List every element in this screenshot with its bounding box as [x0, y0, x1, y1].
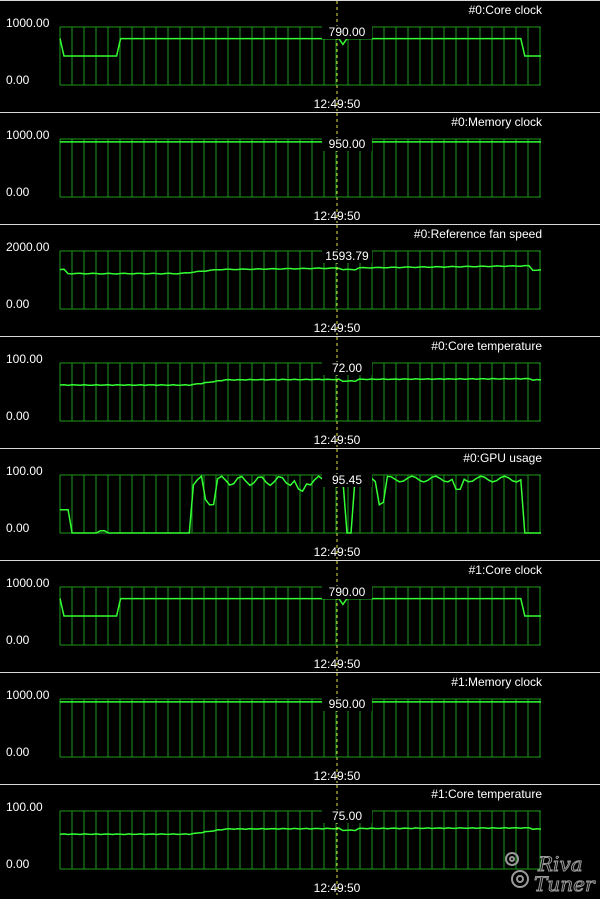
- graph-title: #0:Core temperature: [431, 339, 542, 353]
- svg-text:Riva: Riva: [537, 852, 583, 876]
- cursor-time: 12:49:50: [313, 209, 361, 223]
- cursor-value: 790.00: [322, 586, 372, 599]
- y-axis-min-label: 0.00: [6, 857, 30, 871]
- graph-plot: [59, 673, 541, 783]
- graph-panel[interactable]: #0:Memory clock 1000.00 0.00 950.00 12:49:50: [0, 112, 600, 223]
- graph-plot: [59, 113, 541, 223]
- graph-plot: [59, 561, 541, 671]
- y-axis-max-label: 2000.00: [6, 240, 50, 254]
- cursor-value: 950.00: [322, 698, 372, 711]
- y-axis-max-label: 100.00: [6, 464, 43, 478]
- graph-panel[interactable]: #1:Core clock 1000.00 0.00 790.00 12:49:50: [0, 560, 600, 671]
- graph-plot: [59, 1, 541, 111]
- y-axis-min-label: 0.00: [6, 521, 30, 535]
- graph-title: #0:Reference fan speed: [413, 227, 542, 241]
- cursor-time: 12:49:50: [313, 769, 361, 783]
- y-axis-max-label: 1000.00: [6, 128, 50, 142]
- cursor-time: 12:49:50: [313, 433, 361, 447]
- cursor-value: 75.00: [322, 810, 372, 823]
- graph-title: #0:Memory clock: [451, 115, 542, 129]
- y-axis-min-label: 0.00: [6, 73, 30, 87]
- graph-plot: [59, 785, 542, 895]
- graph-panel[interactable]: #1:Core temperature 100.00 0.00 75.00 12:49:…: [0, 784, 600, 895]
- cursor-value: 790.00: [322, 26, 372, 39]
- graph-panel[interactable]: #0:Core temperature 100.00 0.00 72.00 12:49:…: [0, 336, 600, 447]
- y-axis-max-label: 1000.00: [6, 688, 50, 702]
- cursor-time: 12:49:50: [313, 321, 361, 335]
- data-trace: [59, 37, 541, 57]
- graph-title: #1:Memory clock: [451, 675, 542, 689]
- y-axis-max-label: 100.00: [6, 352, 43, 366]
- graph-panel[interactable]: #0:Reference fan speed 2000.00 0.00 1593.79…: [0, 224, 600, 335]
- cursor-value: 72.00: [322, 362, 372, 375]
- data-trace: [59, 597, 541, 617]
- y-axis-min-label: 0.00: [6, 633, 30, 647]
- data-trace: [59, 264, 542, 275]
- graph-title: #1:Core temperature: [431, 787, 542, 801]
- graph-title: #0:Core clock: [468, 3, 542, 17]
- rivatuner-logo: Riva Tuner: [505, 852, 596, 895]
- data-trace: [60, 474, 541, 534]
- y-axis-max-label: 100.00: [6, 800, 43, 814]
- cursor-time: 12:49:50: [313, 97, 361, 111]
- cursor-value: 950.00: [322, 138, 372, 151]
- cursor-value: 1593.79: [322, 250, 372, 263]
- y-axis-min-label: 0.00: [6, 745, 30, 759]
- y-axis-min-label: 0.00: [6, 185, 30, 199]
- cursor-time: 12:49:50: [313, 881, 361, 895]
- data-trace: [59, 377, 542, 387]
- graph-panel[interactable]: #0:GPU usage 100.00 0.00 95.45 12:49:50: [0, 448, 600, 559]
- graph-panel[interactable]: #0:Core clock 1000.00 0.00 790.00 12:49:50: [0, 0, 600, 111]
- y-axis-max-label: 1000.00: [6, 576, 50, 590]
- graph-plot: [59, 449, 541, 559]
- cursor-time: 12:49:50: [313, 657, 361, 671]
- graph-plot: [59, 225, 542, 335]
- y-axis-min-label: 0.00: [6, 297, 30, 311]
- cursor-value: 95.45: [322, 474, 372, 487]
- cursor-time: 12:49:50: [313, 545, 361, 559]
- graph-title: #1:Core clock: [468, 563, 542, 577]
- graph-title: #0:GPU usage: [463, 451, 542, 465]
- data-trace: [59, 826, 542, 836]
- y-axis-max-label: 1000.00: [6, 16, 50, 30]
- svg-text:Tuner: Tuner: [534, 872, 596, 895]
- y-axis-min-label: 0.00: [6, 409, 30, 423]
- graph-plot: [59, 337, 542, 447]
- graph-panel[interactable]: #1:Memory clock 1000.00 0.00 950.00 12:49:50: [0, 672, 600, 783]
